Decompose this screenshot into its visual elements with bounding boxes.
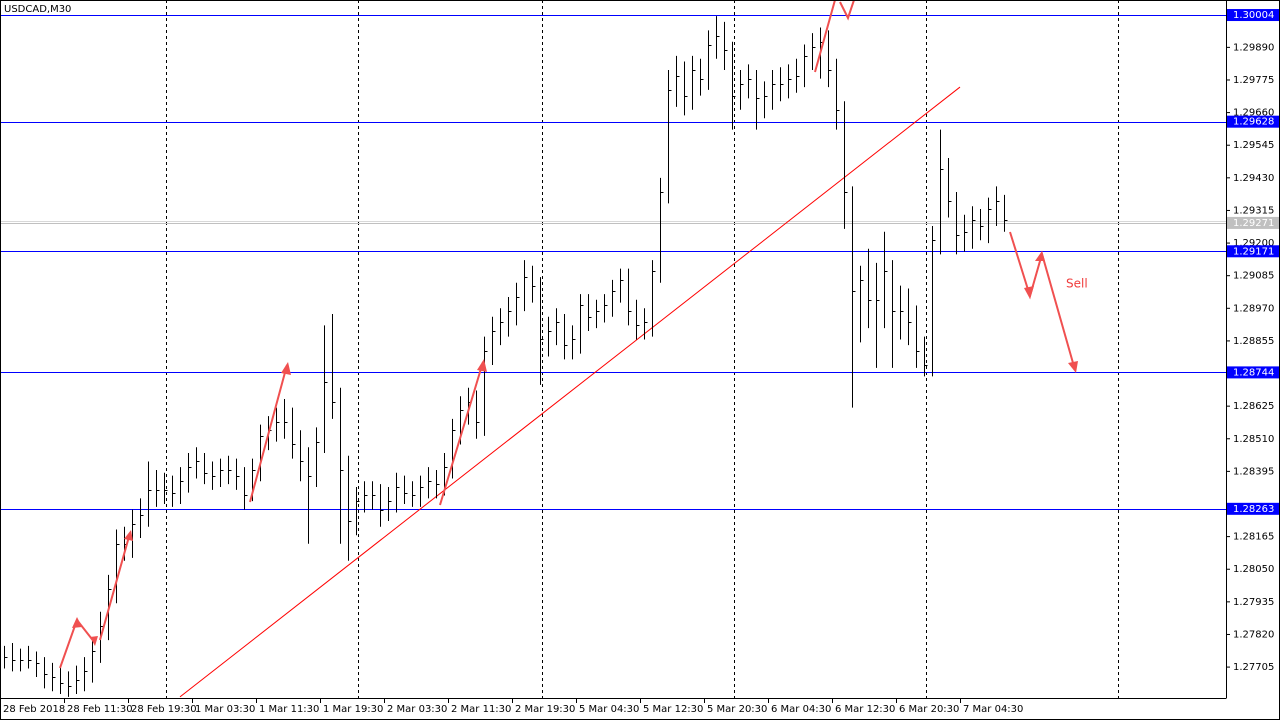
y-tick-label: 1.29545 — [1233, 140, 1274, 151]
level-label: 1.30004 — [1233, 10, 1274, 21]
x-tick-label: 1 Mar 19:30 — [323, 704, 383, 715]
level-label-box — [1227, 366, 1279, 379]
y-tick-label: 1.29430 — [1233, 173, 1274, 184]
arrow — [439, 361, 484, 506]
last-price-label-box — [1227, 216, 1279, 229]
arrow — [814, 0, 836, 73]
y-tick-label: 1.27705 — [1233, 662, 1274, 673]
y-tick-label: 1.27935 — [1233, 597, 1274, 608]
level-label: 1.28744 — [1233, 367, 1274, 378]
y-tick-label: 1.29890 — [1233, 42, 1274, 53]
y-tick-label: 1.29660 — [1233, 108, 1274, 119]
x-tick-label: 5 Mar 20:30 — [707, 704, 767, 715]
arrow-head — [124, 530, 133, 541]
x-tick-label: 6 Mar 04:30 — [771, 704, 831, 715]
y-tick-label: 1.29315 — [1233, 205, 1274, 216]
x-tick-label: 2 Mar 11:30 — [451, 704, 511, 715]
arrow-head — [72, 617, 82, 628]
x-tick-label: 6 Mar 20:30 — [899, 704, 959, 715]
x-tick-label: 2 Mar 19:30 — [515, 704, 575, 715]
x-tick-label: 28 Feb 11:30 — [67, 704, 133, 715]
arrow-heads — [72, 251, 1078, 646]
arrow-head — [477, 359, 487, 372]
arrow — [1009, 231, 1076, 371]
x-tick-label: 5 Mar 04:30 — [579, 704, 639, 715]
annotation: Sell — [1066, 277, 1088, 291]
level-label-box — [1227, 502, 1279, 515]
arrow — [839, 0, 855, 21]
arrow-head — [1068, 361, 1078, 373]
arrow — [99, 532, 131, 641]
plot — [0, 15, 1226, 698]
day-separators — [166, 0, 1119, 698]
level-label: 1.28263 — [1233, 504, 1274, 515]
x-tick-label: 28 Feb 19:30 — [131, 704, 197, 715]
y-tick-label: 1.27820 — [1233, 629, 1274, 640]
x-tick-label: 7 Mar 04:30 — [963, 704, 1023, 715]
level-label: 1.29171 — [1233, 246, 1274, 257]
trendline — [179, 86, 961, 698]
x-tick-label: 1 Mar 11:30 — [259, 704, 319, 715]
y-tick-label: 1.29775 — [1233, 75, 1274, 86]
arrow — [249, 364, 288, 503]
arrow-head — [1024, 286, 1034, 299]
level-label-box — [1227, 115, 1279, 128]
x-tick-label: 6 Mar 12:30 — [835, 704, 895, 715]
y-tick-label: 1.28625 — [1233, 401, 1274, 412]
y-tick-label: 1.28510 — [1233, 434, 1274, 445]
y-tick-label: 1.29200 — [1233, 238, 1274, 249]
y-tick-label: 1.28970 — [1233, 303, 1274, 314]
y-tick-label: 1.28165 — [1233, 532, 1274, 543]
level-label-box — [1227, 245, 1279, 258]
arrow-head — [281, 362, 291, 375]
last-price-label: 1.29271 — [1233, 218, 1274, 229]
x-tick-label: 28 Feb 2018 — [3, 704, 65, 715]
y-tick-label: 1.28050 — [1233, 564, 1274, 575]
level-label: 1.29628 — [1233, 117, 1274, 128]
y-tick-label: 1.28855 — [1233, 336, 1274, 347]
arrow-head — [90, 636, 98, 646]
chart-title: USDCAD,M30 — [4, 4, 71, 15]
x-tick-label: 5 Mar 12:30 — [643, 704, 703, 715]
x-tick-label: 1 Mar 03:30 — [195, 704, 255, 715]
arrow-head — [1035, 251, 1045, 261]
x-tick-label: 2 Mar 03:30 — [387, 704, 447, 715]
y-tick-label: 1.28395 — [1233, 466, 1274, 477]
level-label-box — [1227, 9, 1279, 22]
y-tick-label: 1.29085 — [1233, 271, 1274, 282]
